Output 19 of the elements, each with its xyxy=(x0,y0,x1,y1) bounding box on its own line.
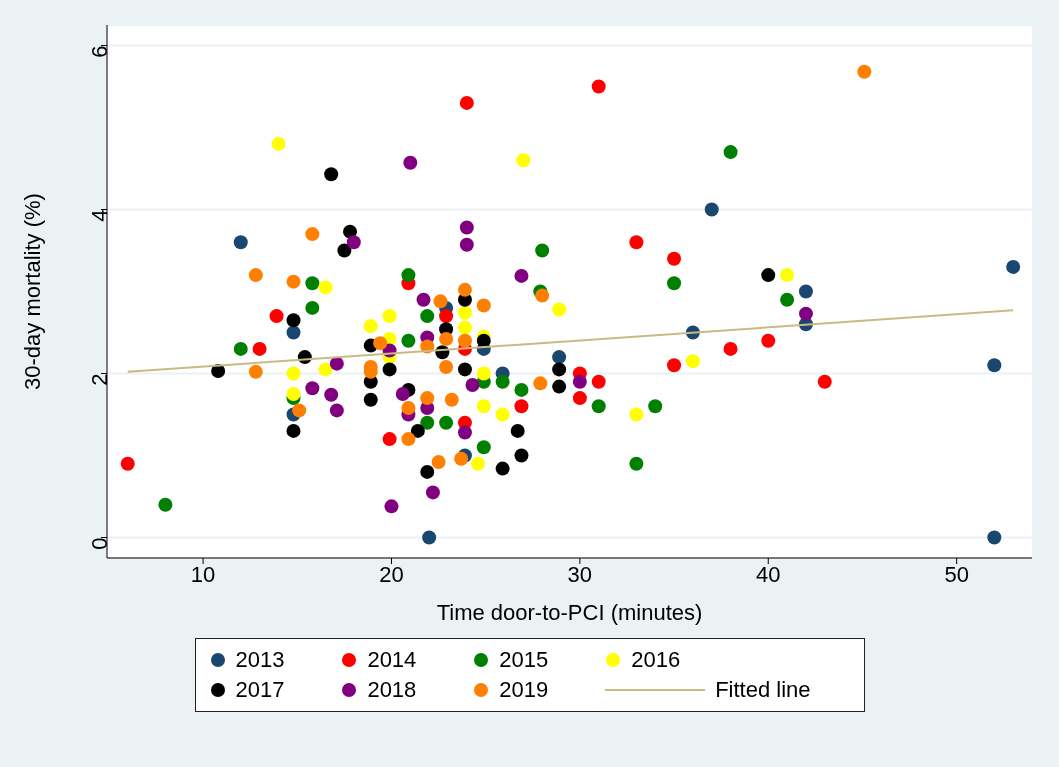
x-tick-label: 50 xyxy=(944,561,969,587)
legend-label: 2018 xyxy=(367,677,417,703)
y-tick-label: 0 xyxy=(86,537,112,550)
y-tick-label: 4 xyxy=(86,209,112,222)
legend-label: 2015 xyxy=(499,647,549,673)
legend-label: 2013 xyxy=(235,647,285,673)
x-axis-title: Time door-to-PCI (minutes) xyxy=(436,600,703,625)
legend-label: Fitted line xyxy=(715,677,811,703)
legend-label: 2017 xyxy=(235,677,285,703)
legend-label: 2014 xyxy=(367,647,417,673)
x-tick-label: 20 xyxy=(379,561,404,587)
y-tick-label: 2 xyxy=(86,373,112,386)
y-axis-title: 30-day mortality (%) xyxy=(19,193,45,390)
legend-label: 2019 xyxy=(499,677,549,703)
y-tick-label: 6 xyxy=(86,45,112,58)
legend-label: 2016 xyxy=(631,647,681,673)
x-tick-label: 10 xyxy=(190,561,216,587)
x-tick-label: 40 xyxy=(756,561,781,587)
x-tick-label: 30 xyxy=(567,561,593,587)
